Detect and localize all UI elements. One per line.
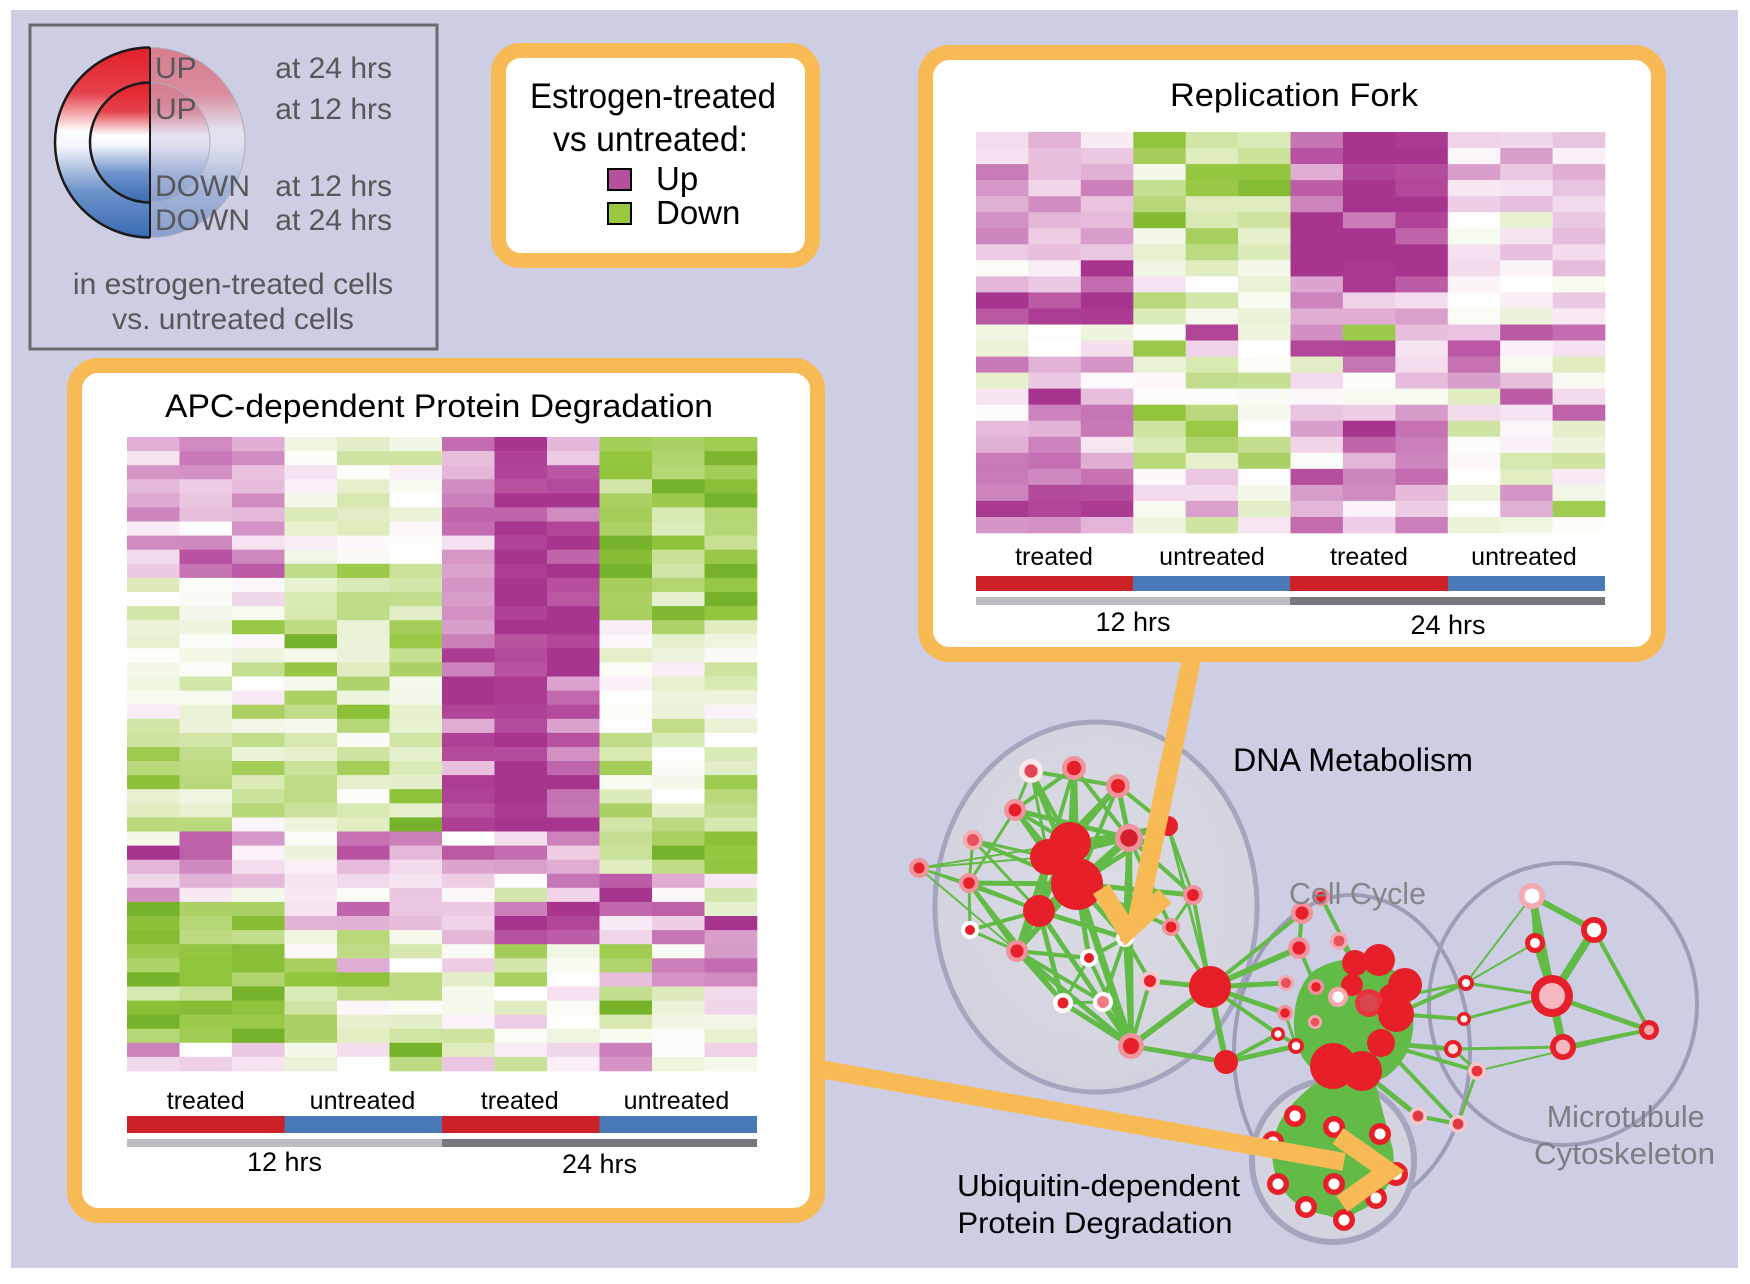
svg-text:vs. untreated cells: vs. untreated cells bbox=[112, 303, 354, 336]
svg-text:vs untreated:: vs untreated: bbox=[553, 120, 748, 159]
svg-text:Protein Degradation: Protein Degradation bbox=[958, 1207, 1233, 1240]
svg-text:24 hrs: 24 hrs bbox=[562, 1149, 637, 1179]
svg-text:Replication Fork: Replication Fork bbox=[1170, 77, 1419, 113]
svg-text:Down: Down bbox=[656, 194, 740, 231]
svg-text:untreated: untreated bbox=[1159, 543, 1265, 571]
svg-text:untreated: untreated bbox=[624, 1087, 730, 1115]
svg-text:at 12 hrs: at 12 hrs bbox=[275, 93, 392, 126]
svg-text:DOWN: DOWN bbox=[155, 170, 250, 203]
svg-text:Cell Cycle: Cell Cycle bbox=[1289, 876, 1426, 911]
svg-text:at 24 hrs: at 24 hrs bbox=[275, 52, 392, 85]
svg-text:treated: treated bbox=[167, 1087, 245, 1115]
svg-text:Estrogen-treated: Estrogen-treated bbox=[530, 77, 776, 116]
svg-text:DOWN: DOWN bbox=[155, 204, 250, 237]
svg-text:untreated: untreated bbox=[1471, 543, 1577, 571]
svg-text:Up: Up bbox=[656, 160, 698, 197]
svg-text:in estrogen-treated cells: in estrogen-treated cells bbox=[73, 268, 393, 301]
svg-text:Ubiquitin-dependent: Ubiquitin-dependent bbox=[957, 1168, 1240, 1203]
svg-text:Cytoskeleton: Cytoskeleton bbox=[1534, 1136, 1715, 1171]
svg-text:treated: treated bbox=[1330, 543, 1408, 571]
svg-text:APC-dependent Protein Degradat: APC-dependent Protein Degradation bbox=[165, 388, 713, 424]
svg-text:24 hrs: 24 hrs bbox=[1410, 610, 1485, 640]
svg-text:treated: treated bbox=[1015, 543, 1093, 571]
svg-text:untreated: untreated bbox=[310, 1087, 416, 1115]
svg-text:UP: UP bbox=[155, 93, 197, 126]
svg-text:12 hrs: 12 hrs bbox=[1095, 607, 1170, 637]
svg-text:at 24 hrs: at 24 hrs bbox=[275, 204, 392, 237]
svg-text:at 12 hrs: at 12 hrs bbox=[275, 170, 392, 203]
svg-text:DNA Metabolism: DNA Metabolism bbox=[1233, 742, 1473, 778]
svg-text:UP: UP bbox=[155, 52, 197, 85]
svg-text:12 hrs: 12 hrs bbox=[247, 1147, 322, 1177]
svg-text:treated: treated bbox=[481, 1087, 559, 1115]
svg-text:Microtubule: Microtubule bbox=[1547, 1099, 1705, 1134]
